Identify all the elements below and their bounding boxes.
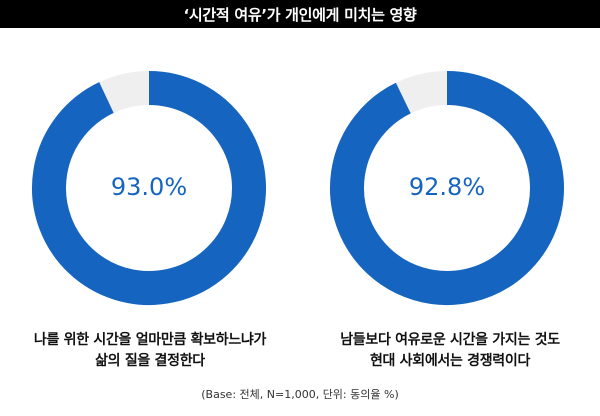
donut-1-caption-line-1: 나를 위한 시간을 얼마만큼 확보하느냐가 bbox=[33, 332, 267, 348]
donut-chart-1-svg: 93.0% bbox=[32, 71, 266, 305]
donut-2-caption-line-1: 남들보다 여유로운 시간을 가지는 것도 bbox=[340, 332, 560, 348]
chart-title: ‘시간적 여유’가 개인에게 미치는 영향 bbox=[0, 0, 600, 28]
donut-2-caption-line-2: 현대 사회에서는 경쟁력이다 bbox=[369, 353, 531, 369]
donut-1-caption: 나를 위한 시간을 얼마만큼 확보하느냐가 삶의 질을 결정한다 bbox=[0, 330, 300, 372]
donut-1-caption-line-2: 삶의 질을 결정한다 bbox=[95, 353, 205, 369]
donut-chart-1: 93.0% bbox=[4, 38, 294, 338]
footnote: (Base: 전체, N=1,000, 단위: 동의율 %) bbox=[201, 388, 399, 401]
donut-1-center-label: 93.0% bbox=[111, 173, 187, 201]
donut-2-caption: 남들보다 여유로운 시간을 가지는 것도 현대 사회에서는 경쟁력이다 bbox=[300, 330, 600, 372]
donut-2-center-label: 92.8% bbox=[409, 173, 485, 201]
donut-1-value-slice bbox=[32, 71, 266, 305]
donut-chart-2-svg: 92.8% bbox=[330, 71, 564, 305]
donut-chart-2: 92.8% bbox=[302, 38, 592, 338]
donut-2-value-slice bbox=[330, 71, 564, 305]
